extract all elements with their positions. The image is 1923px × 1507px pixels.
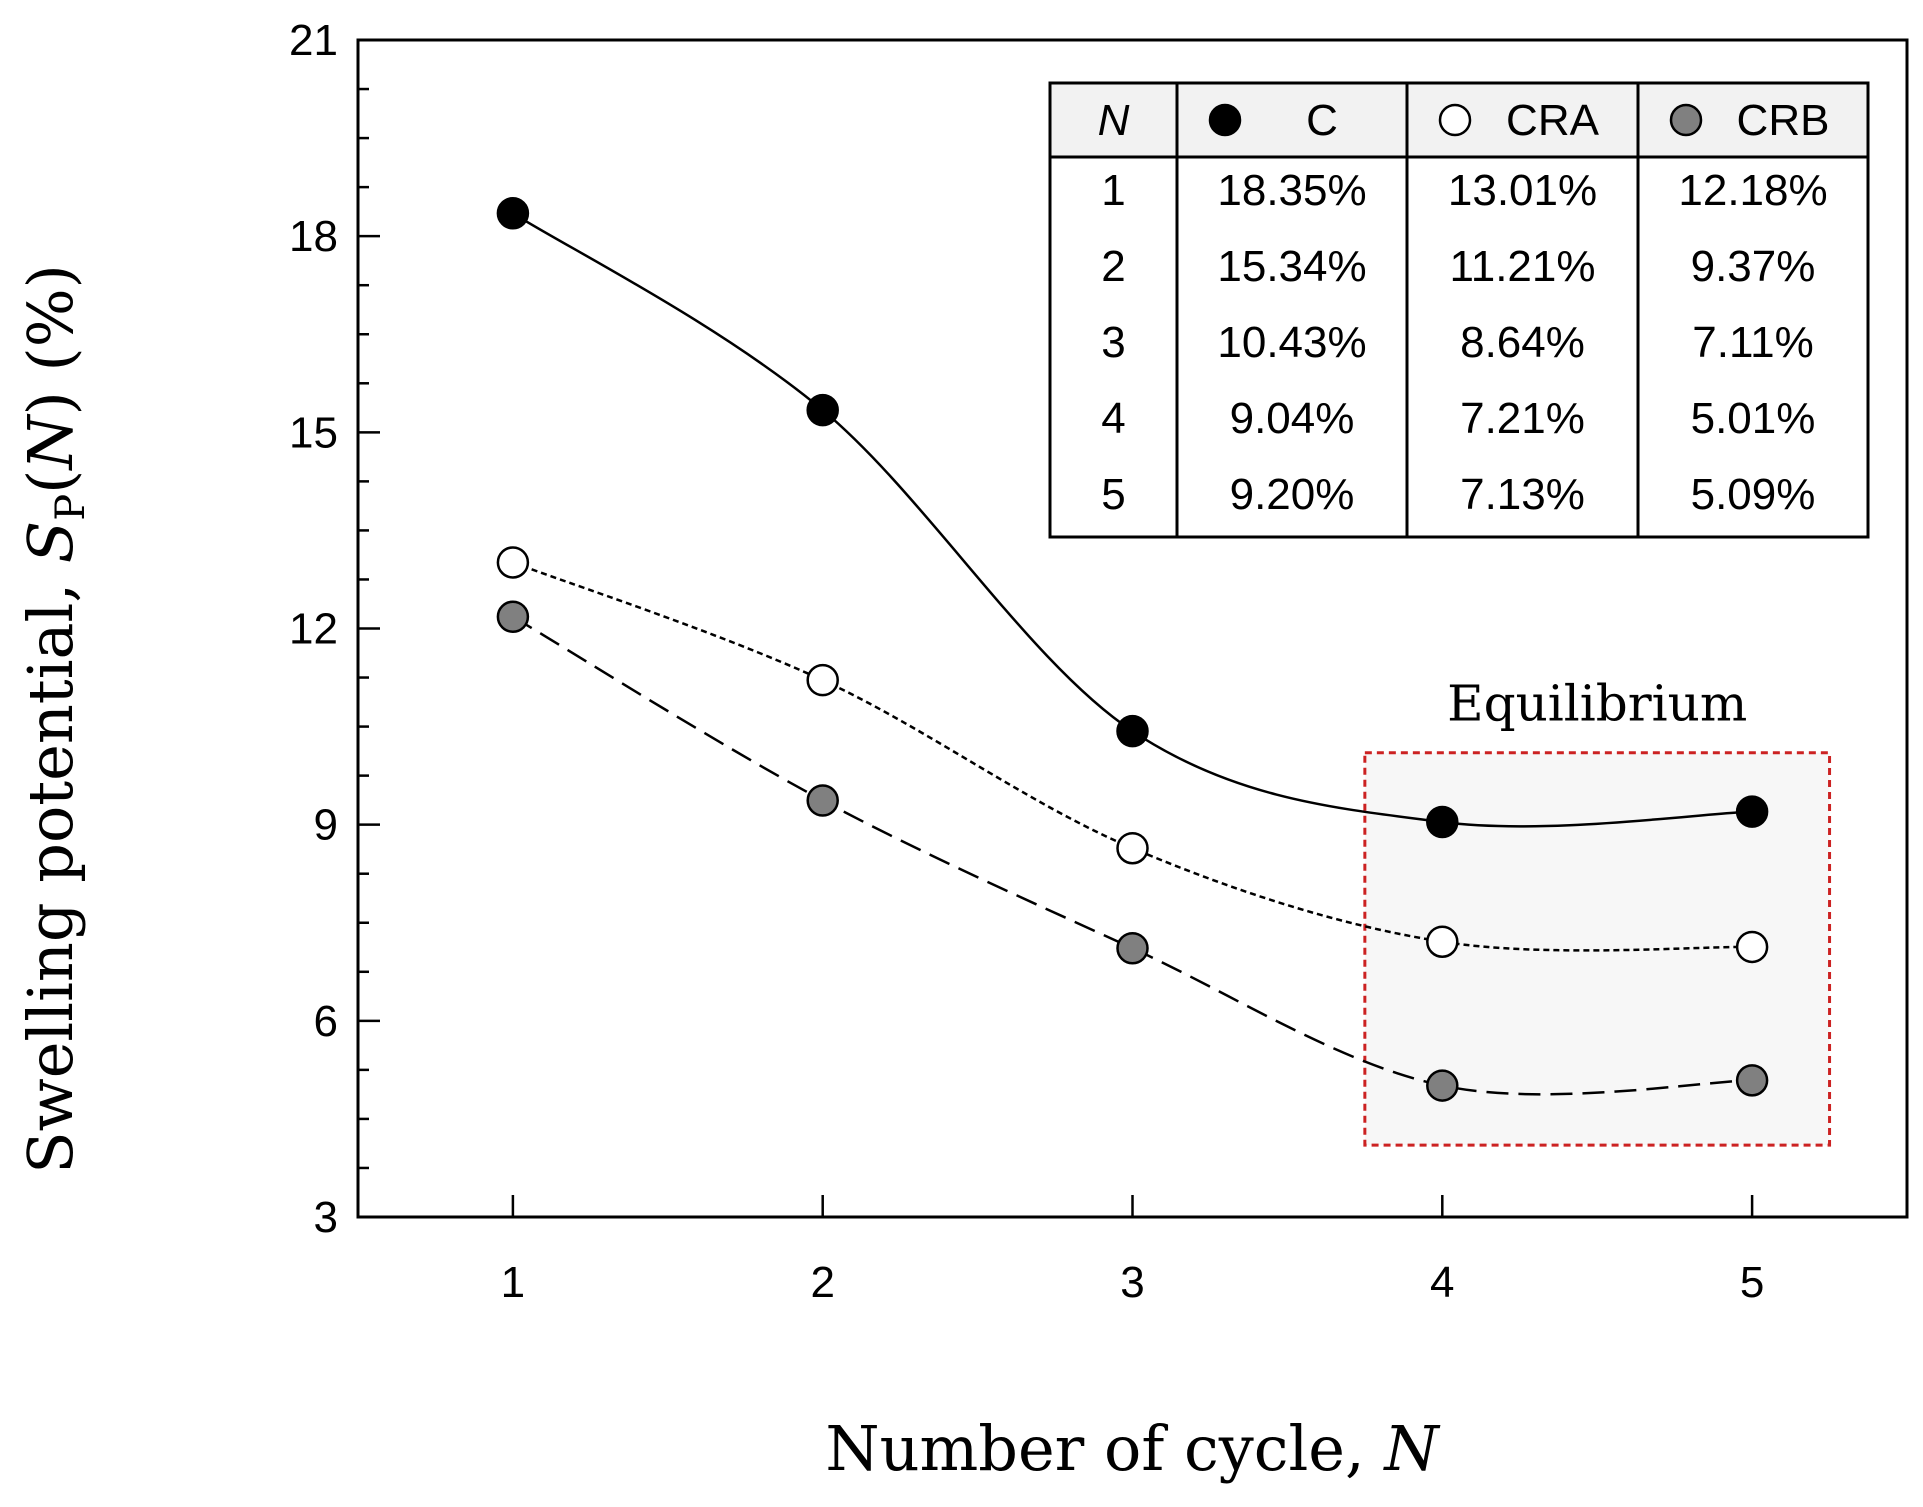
y-tick-label: 9 bbox=[314, 801, 338, 850]
table-cell: 18.35% bbox=[1217, 166, 1366, 215]
data-point-c bbox=[1735, 795, 1769, 828]
y-axis-title-var: N bbox=[14, 413, 87, 472]
table-cell: 8.64% bbox=[1460, 318, 1585, 367]
data-point-crb bbox=[496, 600, 530, 633]
table-cell: 12.18% bbox=[1678, 166, 1827, 215]
x-tick-label: 1 bbox=[501, 1258, 525, 1307]
x-tick-label: 3 bbox=[1120, 1258, 1144, 1307]
x-axis-title-prefix: Number of cycle, bbox=[825, 1412, 1384, 1485]
data-point-cra bbox=[1116, 831, 1149, 865]
series-line-c bbox=[512, 212, 1753, 828]
series-line-crb bbox=[512, 615, 1753, 1096]
table-border bbox=[1048, 81, 1870, 539]
table-cell: 3 bbox=[1101, 318, 1125, 367]
data-point-crb bbox=[1116, 932, 1149, 965]
y-tick-label: 6 bbox=[314, 997, 338, 1046]
table-cell: 7.13% bbox=[1460, 470, 1585, 519]
x-axis-title-var: N bbox=[1382, 1412, 1441, 1485]
y-tick-label: 12 bbox=[289, 605, 338, 654]
table-cell: 7.21% bbox=[1460, 394, 1585, 443]
data-point-cra bbox=[806, 663, 839, 697]
data-table: N C CRA CRB 1 18.35% 13.01% 12.18% 2 15.34% 11.21%… bbox=[1048, 81, 1870, 539]
y-axis-title: Swelling potential, SP(N) (%) bbox=[14, 264, 94, 1174]
x-axis-title: Number of cycle, N bbox=[825, 1412, 1441, 1485]
y-tick-label: 3 bbox=[314, 1193, 338, 1242]
y-axis-title-paren: ( bbox=[14, 470, 87, 494]
series-markers bbox=[496, 197, 1769, 1102]
table-cell: 9.04% bbox=[1230, 394, 1355, 443]
table-cell: 9.20% bbox=[1230, 470, 1355, 519]
table-cell: 13.01% bbox=[1448, 166, 1597, 215]
table-header-marker-cra bbox=[1438, 103, 1472, 137]
x-tick-label: 5 bbox=[1740, 1258, 1764, 1307]
data-point-c bbox=[1116, 714, 1149, 748]
y-axis-title-suffix: ) (%) bbox=[14, 264, 87, 415]
y-tick-label: 18 bbox=[289, 212, 338, 261]
table-cell: 7.11% bbox=[1692, 318, 1814, 367]
table-cell: 5.01% bbox=[1691, 394, 1816, 443]
table-header-c: C bbox=[1306, 96, 1338, 145]
equilibrium-label: Equilibrium bbox=[1447, 675, 1747, 733]
data-point-crb bbox=[1426, 1069, 1459, 1102]
table-cell: 10.43% bbox=[1217, 318, 1366, 367]
data-point-crb bbox=[806, 784, 839, 817]
data-point-c bbox=[806, 393, 839, 427]
y-tick-label: 21 bbox=[289, 16, 338, 65]
y-axis-title-prefix: Swelling potential, bbox=[14, 563, 87, 1174]
table-header-n: N bbox=[1098, 96, 1130, 145]
table-cell: 2 bbox=[1101, 242, 1125, 291]
data-point-cra bbox=[1426, 925, 1459, 958]
data-point-cra bbox=[496, 546, 530, 579]
table-header-marker-crb bbox=[1669, 103, 1703, 137]
table-header-crb: CRB bbox=[1737, 96, 1830, 145]
table-cell: 11.21% bbox=[1450, 242, 1596, 291]
x-tick-label: 2 bbox=[810, 1258, 834, 1307]
y-axis-title-symbol: S bbox=[14, 521, 87, 563]
table-cell: 4 bbox=[1101, 394, 1125, 443]
x-tick-label: 4 bbox=[1430, 1258, 1454, 1307]
data-point-cra bbox=[1735, 930, 1769, 964]
data-point-c bbox=[1426, 805, 1459, 839]
table-header-marker-c bbox=[1208, 103, 1242, 137]
data-point-c bbox=[496, 197, 530, 230]
data-point-crb bbox=[1735, 1064, 1769, 1097]
table-cell: 1 bbox=[1101, 166, 1125, 215]
y-tick-label: 15 bbox=[289, 408, 338, 457]
y-axis-title-subscript: P bbox=[48, 494, 94, 521]
table-cell: 5.09% bbox=[1691, 470, 1816, 519]
table-cell: 9.37% bbox=[1691, 242, 1816, 291]
table-cell: 15.34% bbox=[1217, 242, 1366, 291]
table-header-cra: CRA bbox=[1506, 96, 1600, 145]
table-cell: 5 bbox=[1101, 470, 1125, 519]
